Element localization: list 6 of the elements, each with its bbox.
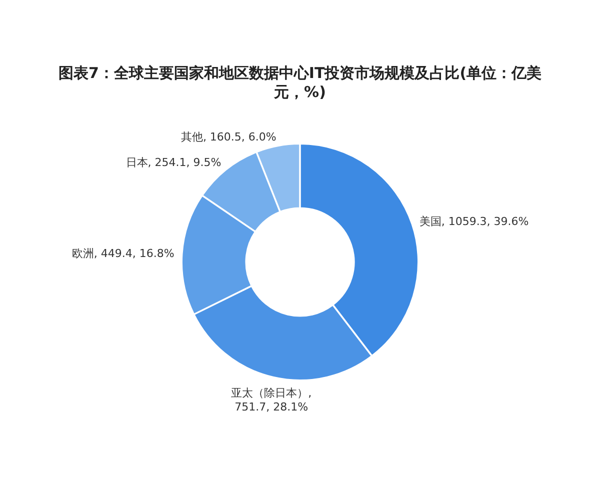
slice-label: 欧洲, 449.4, 16.8% xyxy=(72,247,174,260)
chart-title: 图表7：全球主要国家和地区数据中心IT投资市场规模及占比(单位：亿美元，%) xyxy=(58,64,542,101)
slice-label: 其他, 160.5, 6.0% xyxy=(180,130,276,144)
slice-label: 日本, 254.1, 9.5% xyxy=(126,156,222,170)
slice-label: 美国, 1059.3, 39.6% xyxy=(419,214,529,228)
slice-label: 亚太（除日本）, 751.7, 28.1% xyxy=(231,386,312,414)
